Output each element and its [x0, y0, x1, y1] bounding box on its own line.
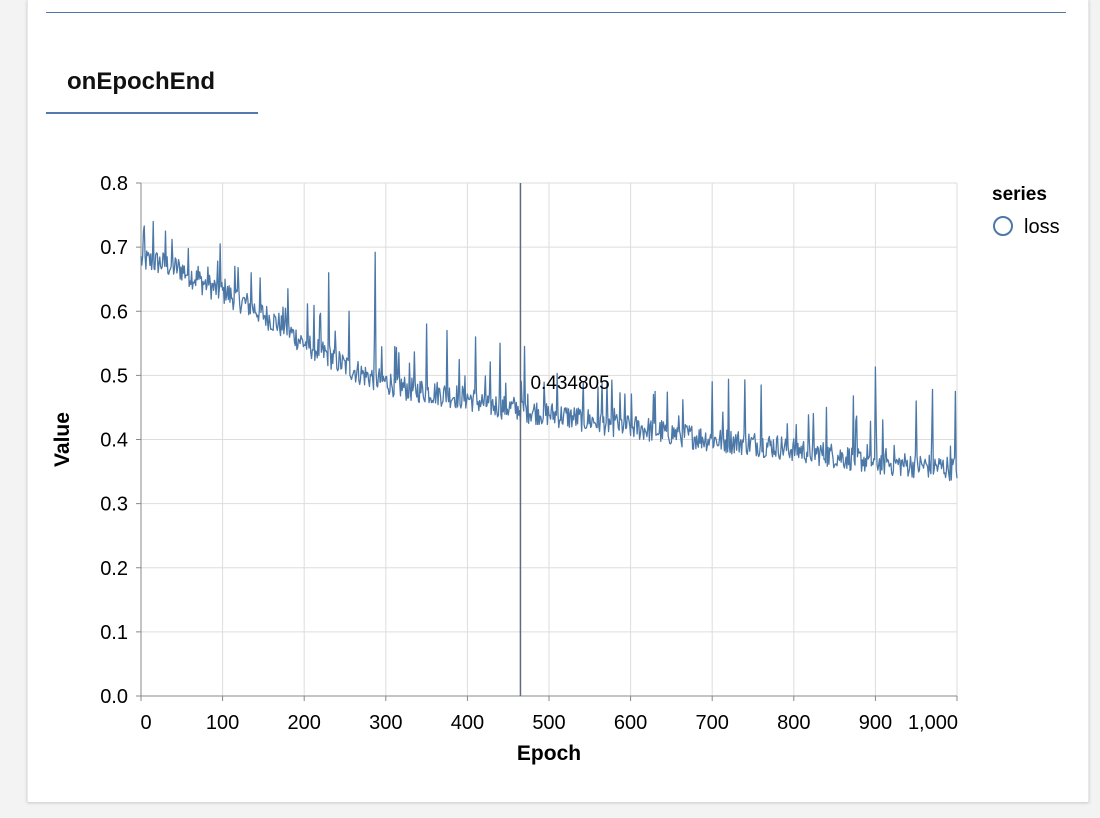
x-tick-label: 100: [206, 712, 239, 734]
y-tick-label: 0.5: [100, 365, 128, 387]
x-tick-label: 500: [532, 712, 565, 734]
x-tick-label: 200: [288, 712, 321, 734]
tab-on-epoch-end[interactable]: onEpochEnd: [46, 66, 258, 114]
y-tick-label: 0.8: [100, 173, 128, 195]
y-tick-label: 0.6: [100, 301, 128, 323]
y-tick-label: 0.7: [100, 237, 128, 259]
x-tick-label: 800: [777, 712, 810, 734]
legend-title: series: [992, 184, 1047, 205]
y-tick-label: 0.2: [100, 558, 128, 580]
hover-value-label: 0.434805: [530, 373, 609, 394]
x-tick-label: 900: [859, 712, 892, 734]
y-tick-label: 0.0: [100, 686, 128, 708]
x-tick-label: 700: [696, 712, 729, 734]
grid: [140, 182, 958, 697]
legend-symbol-circle-icon[interactable]: [993, 216, 1013, 236]
section-divider: [46, 12, 1066, 13]
loss-series-line: [140, 220, 958, 482]
tab-label: onEpochEnd: [67, 68, 215, 95]
y-tick-label: 0.4: [100, 430, 128, 452]
y-tick-label: 0.3: [100, 494, 128, 516]
x-tick-label: 0: [140, 712, 151, 734]
y-axis-title: Value: [51, 412, 74, 467]
x-tick-label: 400: [451, 712, 484, 734]
y-tick-label: 0.1: [100, 622, 128, 644]
x-tick-label: 300: [369, 712, 402, 734]
x-tick-label: 1,000: [908, 712, 958, 734]
x-tick-label: 600: [614, 712, 647, 734]
legend-entry-label[interactable]: loss: [1024, 216, 1060, 238]
x-axis-title: Epoch: [517, 742, 581, 765]
